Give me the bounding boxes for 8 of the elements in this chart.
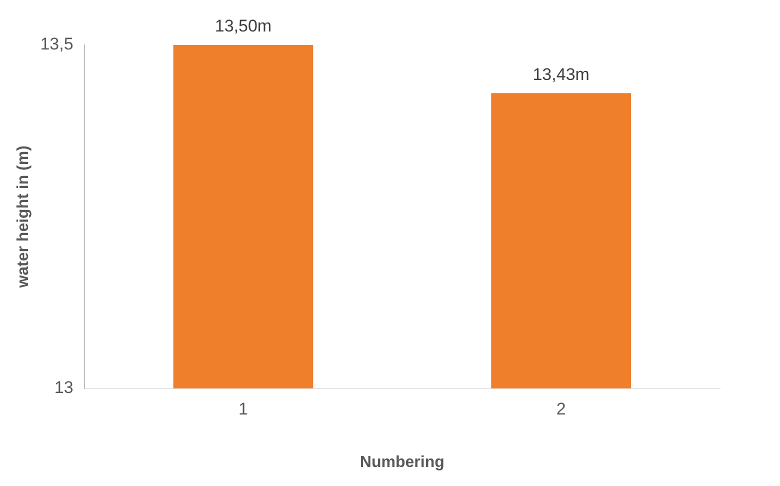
y-axis-title: water height in (m)	[15, 146, 32, 289]
x-axis-title: Numbering	[360, 454, 444, 471]
x-tick-label: 1	[238, 399, 248, 418]
y-tick-label: 13	[54, 378, 74, 398]
data-label: 13,43m	[532, 64, 590, 84]
x-tick-label: 2	[556, 399, 566, 418]
data-label: 13,50m	[214, 16, 272, 36]
y-tick-label: 13,5	[40, 34, 74, 54]
